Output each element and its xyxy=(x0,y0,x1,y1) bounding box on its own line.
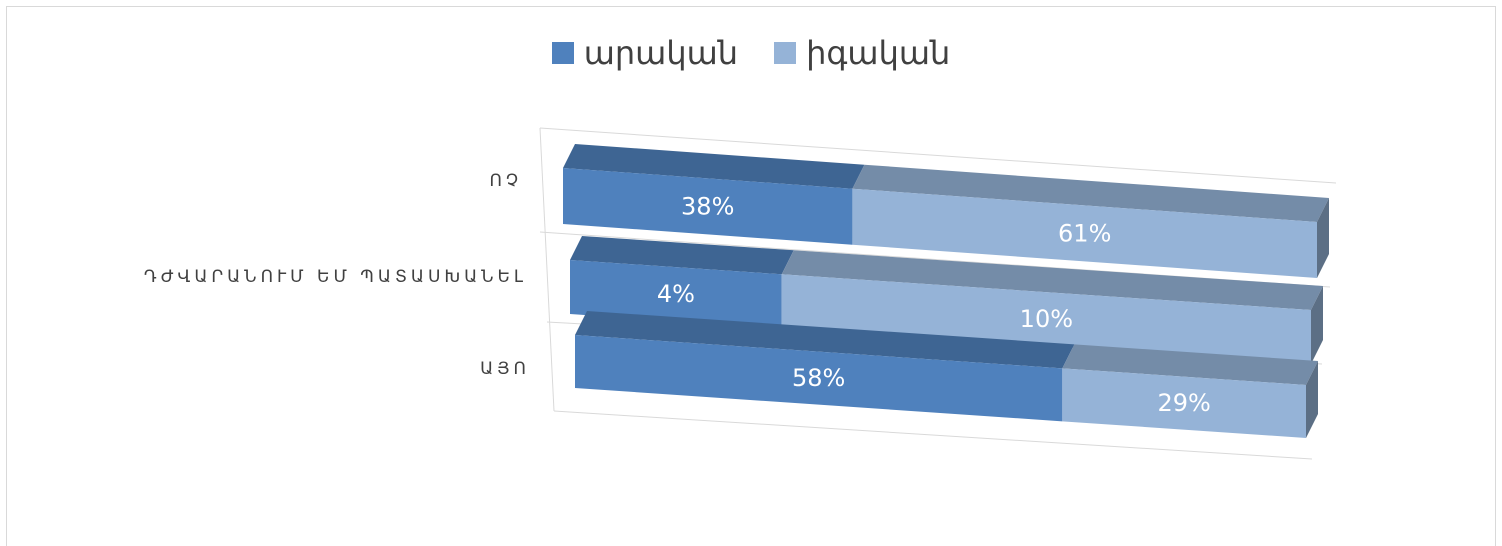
data-label: 58% xyxy=(792,364,845,392)
bar-top xyxy=(570,236,794,275)
data-label: 4% xyxy=(657,280,695,308)
category-label: ԱՅՈ xyxy=(480,359,530,379)
data-label: 61% xyxy=(1058,219,1111,247)
legend-item-female: իգական xyxy=(774,34,950,72)
legend-swatch-female xyxy=(774,42,797,64)
bar-top xyxy=(575,311,1075,369)
grid-line xyxy=(553,410,1313,460)
data-label: 29% xyxy=(1157,389,1210,417)
bar-side xyxy=(1317,198,1329,278)
category-labels: ՈՉ ԴԺՎԱՐԱՆՈՒՄ ԵՄ ՊԱՏԱՍԽԱՆԵԼ ԱՅՈ xyxy=(144,171,530,379)
grid-wall-line xyxy=(539,127,555,412)
bar-top xyxy=(781,250,1323,310)
bar-side xyxy=(1306,361,1318,438)
bar-top xyxy=(563,144,865,189)
bars: 38% 61% 4% 10% 58% 29% xyxy=(563,144,1329,438)
legend-label-male: արական xyxy=(583,34,739,72)
legend-label-female: իգական xyxy=(806,34,951,72)
bar-segment xyxy=(781,274,1311,364)
bar-segment xyxy=(563,168,853,245)
bar-segment xyxy=(852,188,1317,278)
data-label: 38% xyxy=(681,192,734,220)
bar-top xyxy=(1062,344,1318,385)
legend-swatch-male xyxy=(551,42,574,64)
bar-segment xyxy=(575,335,1063,422)
category-label: ՈՉ xyxy=(489,171,522,191)
data-label: 10% xyxy=(1020,305,1073,333)
bar-segment xyxy=(1062,368,1306,438)
legend-item-male: արական xyxy=(551,34,739,72)
bar-top xyxy=(852,164,1329,222)
grid-line xyxy=(539,127,1337,184)
category-label: ԴԺՎԱՐԱՆՈՒՄ ԵՄ ՊԱՏԱՍԽԱՆԵԼ xyxy=(144,267,527,287)
chart-frame xyxy=(6,6,1496,546)
bar-segment xyxy=(570,260,782,329)
bar-side xyxy=(1311,286,1323,364)
legend: արական իգական xyxy=(0,28,1502,78)
